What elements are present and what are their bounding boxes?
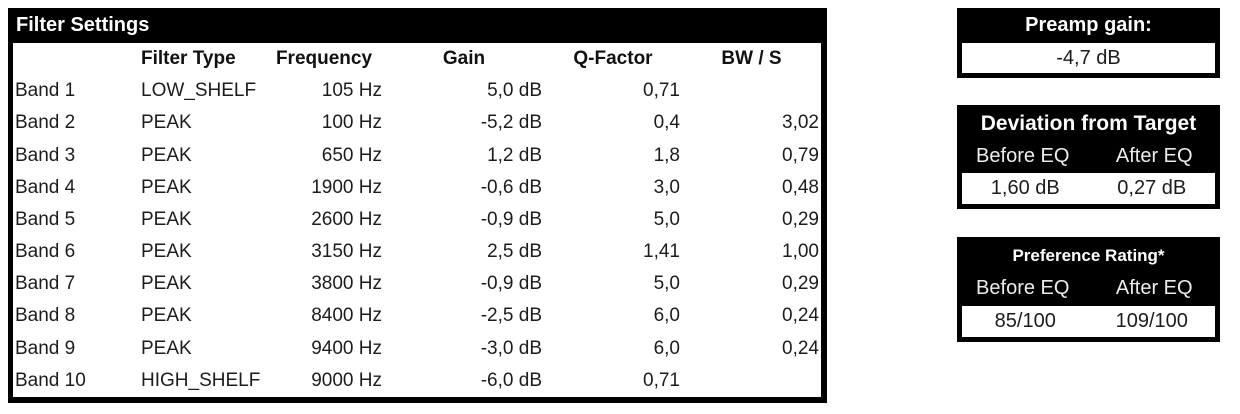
cell-q: 3,0 (653, 176, 680, 198)
preamp-gain-title: Preamp gain: (1025, 14, 1152, 36)
cell-gain: -6,0 dB (480, 369, 542, 391)
deviation-subheader-row: Before EQ After EQ (957, 140, 1220, 173)
table-row: Band 5 PEAK 2600 Hz -0,9 dB 5,0 0,29 (13, 204, 821, 236)
cell-q: 5,0 (653, 208, 680, 230)
cell-type: PEAK (141, 176, 192, 198)
cell-gain: 1,2 dB (487, 144, 542, 166)
cell-bw: 3,02 (782, 112, 819, 134)
table-row: Band 2 PEAK 100 Hz -5,2 dB 0,4 3,02 (13, 107, 821, 139)
cell-gain: -3,0 dB (480, 337, 542, 359)
cell-gain: -5,2 dB (480, 112, 542, 134)
cell-band: Band 7 (15, 273, 76, 295)
cell-freq: 9400 Hz (311, 337, 382, 359)
preference-subheader-row: Before EQ After EQ (957, 271, 1220, 306)
header-frequency: Frequency (275, 48, 373, 70)
table-row: Band 7 PEAK 3800 Hz -0,9 dB 5,0 0,29 (13, 268, 821, 300)
cell-band: Band 8 (15, 305, 76, 327)
deviation-col-after: After EQ (1115, 145, 1193, 167)
cell-gain: -0,9 dB (480, 273, 542, 295)
table-row: Band 4 PEAK 1900 Hz -0,6 dB 3,0 0,48 (13, 172, 821, 204)
cell-freq: 1900 Hz (311, 176, 382, 198)
table-row: Band 3 PEAK 650 Hz 1,2 dB 1,8 0,79 (13, 140, 821, 172)
cell-type: PEAK (141, 337, 192, 359)
cell-type: PEAK (141, 112, 192, 134)
cell-band: Band 3 (15, 144, 76, 166)
preference-rating-title: Preference Rating* (1012, 246, 1165, 265)
cell-bw: 1,00 (782, 241, 819, 263)
cell-type: PEAK (141, 144, 192, 166)
table-row: Band 6 PEAK 3150 Hz 2,5 dB 1,41 1,00 (13, 236, 821, 268)
cell-q: 0,71 (643, 80, 680, 102)
preference-col-before: Before EQ (976, 277, 1070, 299)
cell-freq: 650 Hz (321, 144, 382, 166)
cell-freq: 9000 Hz (311, 369, 382, 391)
cell-band: Band 5 (15, 208, 76, 230)
cell-gain: 5,0 dB (487, 80, 542, 102)
cell-type: LOW_SHELF (141, 80, 257, 102)
cell-bw: 0,48 (782, 176, 819, 198)
header-q-factor: Q-Factor (573, 48, 653, 70)
preamp-gain-value-cell: -4,7 dB (962, 43, 1215, 73)
cell-bw: 0,29 (782, 208, 819, 230)
cell-band: Band 6 (15, 241, 76, 263)
table-row: Band 8 PEAK 8400 Hz -2,5 dB 6,0 0,24 (13, 300, 821, 332)
cell-type: PEAK (141, 208, 192, 230)
preference-col-after: After EQ (1115, 277, 1193, 299)
cell-gain: -0,9 dB (480, 208, 542, 230)
cell-band: Band 1 (15, 80, 76, 102)
cell-freq: 3150 Hz (311, 241, 382, 263)
deviation-box: Deviation from Target Before EQ After EQ… (957, 105, 1220, 209)
cell-q: 5,0 (653, 273, 680, 295)
cell-bw: 0,24 (782, 305, 819, 327)
cell-band: Band 10 (15, 369, 86, 391)
cell-type: PEAK (141, 305, 192, 327)
deviation-before-value: 1,60 dB (990, 177, 1060, 199)
cell-gain: -2,5 dB (480, 305, 542, 327)
cell-band: Band 4 (15, 176, 76, 198)
cell-freq: 100 Hz (321, 112, 382, 134)
cell-band: Band 2 (15, 112, 76, 134)
header-filter-type: Filter Type (141, 48, 236, 70)
filter-rows: Band 1 LOW_SHELF 105 Hz 5,0 dB 0,71 Band 2 PEA… (13, 75, 821, 397)
cell-type: PEAK (141, 273, 192, 295)
cell-freq: 8400 Hz (311, 305, 382, 327)
filter-settings-title: Filter Settings (8, 8, 827, 43)
cell-gain: 2,5 dB (487, 241, 542, 263)
cell-type: PEAK (141, 241, 192, 263)
cell-q: 6,0 (653, 305, 680, 327)
filter-settings-table: Filter Type Frequency Gain Q-Factor BW /… (8, 43, 827, 403)
cell-bw: 0,29 (782, 273, 819, 295)
deviation-after-value: 0,27 dB (1117, 177, 1187, 199)
cell-freq: 105 Hz (321, 80, 382, 102)
preference-after-value: 109/100 (1115, 310, 1188, 332)
cell-freq: 3800 Hz (311, 273, 382, 295)
header-gain: Gain (442, 48, 486, 70)
deviation-value-cell: 1,60 dB 0,27 dB (962, 173, 1215, 204)
table-row: Band 10 HIGH_SHELF 9000 Hz -6,0 dB 0,71 (13, 365, 821, 397)
cell-freq: 2600 Hz (311, 208, 382, 230)
cell-band: Band 9 (15, 337, 76, 359)
preamp-gain-value: -4,7 dB (1056, 47, 1121, 69)
cell-q: 1,8 (653, 144, 680, 166)
deviation-col-before: Before EQ (976, 145, 1070, 167)
preference-before-value: 85/100 (994, 310, 1056, 332)
table-header-row: Filter Type Frequency Gain Q-Factor BW /… (13, 43, 821, 75)
filter-settings-panel: Filter Settings Filter Type Frequency Ga… (8, 8, 827, 403)
preference-rating-box: Preference Rating* Before EQ After EQ 85… (957, 237, 1220, 342)
cell-q: 6,0 (653, 337, 680, 359)
header-bw-s: BW / S (721, 48, 782, 70)
cell-bw: 0,24 (782, 337, 819, 359)
table-row: Band 1 LOW_SHELF 105 Hz 5,0 dB 0,71 (13, 75, 821, 107)
preference-value-cell: 85/100 109/100 (962, 306, 1215, 337)
cell-bw: 0,79 (782, 144, 819, 166)
cell-q: 1,41 (643, 241, 680, 263)
table-row: Band 9 PEAK 9400 Hz -3,0 dB 6,0 0,24 (13, 333, 821, 365)
preamp-gain-box: Preamp gain: -4,7 dB (957, 8, 1220, 78)
cell-type: HIGH_SHELF (141, 369, 261, 391)
cell-q: 0,4 (653, 112, 680, 134)
cell-q: 0,71 (643, 369, 680, 391)
deviation-title: Deviation from Target (980, 112, 1197, 135)
cell-gain: -0,6 dB (480, 176, 542, 198)
